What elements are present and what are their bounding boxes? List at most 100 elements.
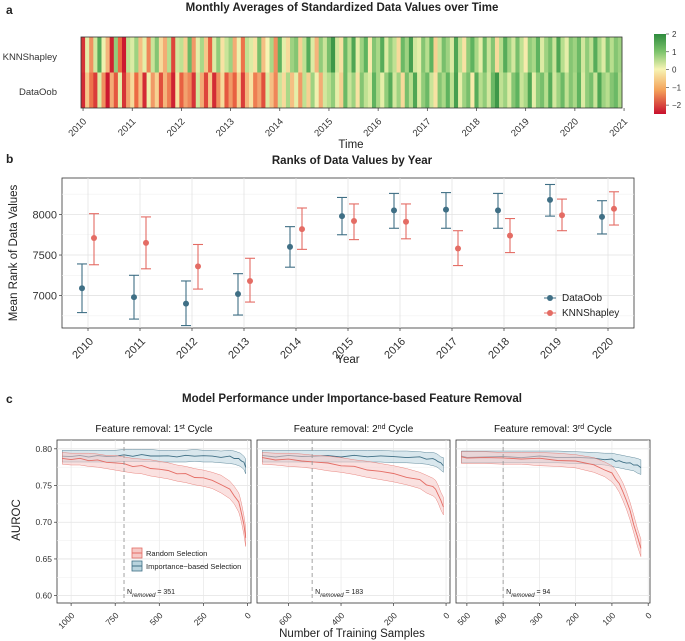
heatmap-cell	[523, 37, 529, 73]
heatmap-cell	[261, 72, 266, 108]
facet-x-tick-label: 100	[600, 610, 617, 627]
heatmap-cell	[412, 72, 418, 108]
heatmap-cell	[351, 72, 356, 108]
auroc-title: Model Performance under Importance-based…	[182, 393, 522, 405]
heatmap-cell	[511, 37, 516, 73]
facet-x-tick-label: 200	[564, 610, 581, 627]
heatmap-cell	[613, 37, 619, 73]
heatmap-cell	[85, 37, 90, 73]
heatmap-cell	[158, 72, 164, 108]
random-series-band	[461, 451, 642, 557]
ranks-legend: DataOob KNNShapley	[544, 293, 619, 319]
heatmap-cell	[121, 72, 127, 108]
heatmap-cell	[310, 37, 316, 73]
heatmap-cell	[105, 72, 111, 108]
heatmap-cell	[531, 72, 537, 108]
heatmap-cell	[458, 37, 463, 73]
heatmap-cell	[523, 72, 529, 108]
heatmap-cell	[97, 72, 102, 108]
heatmap-cell	[376, 37, 381, 73]
facet-x-tick-label: 1000	[56, 610, 77, 631]
heatmap-cell	[609, 72, 615, 108]
heatmap-cell	[81, 72, 86, 108]
heatmap-cell	[335, 37, 340, 73]
heatmap-cell	[167, 72, 172, 108]
facet-x-tick-label: 0	[441, 610, 452, 621]
auroc-x-axis-label: Number of Training Samples	[279, 628, 425, 640]
heatmap-cell	[396, 37, 402, 73]
heatmap-cell	[244, 72, 250, 108]
heatmap-cell	[183, 37, 188, 73]
heatmap-cell	[326, 72, 332, 108]
heatmap-cell	[519, 37, 525, 73]
ranks-y-tick-label: 7000	[33, 291, 57, 303]
heatmap-cell	[179, 72, 184, 108]
heatmap-cell	[433, 37, 438, 73]
heatmap-cell	[429, 72, 434, 108]
heatmap-x-axis-label: Time	[338, 139, 363, 151]
ranks-point-knnshapley	[507, 232, 513, 239]
heatmap-cell	[540, 72, 545, 108]
heatmap-cell	[253, 37, 258, 73]
heatmap-cell	[158, 37, 164, 73]
heatmap-cell	[376, 72, 381, 108]
heatmap-cell	[240, 37, 246, 73]
heatmap-cell	[453, 37, 459, 73]
auroc-facet: Feature removal: 2nd Cycle Nremoved = 183…	[256, 424, 452, 627]
legend-label-knnshapley: KNNShapley	[562, 308, 619, 319]
auroc-facet: Feature removal: 1st Cycle Nremoved = 351…	[56, 424, 253, 631]
heatmap-cell	[597, 72, 602, 108]
heatmap-cell	[371, 72, 377, 108]
heatmap-cell	[142, 72, 147, 108]
heatmap-cell	[581, 72, 586, 108]
heatmap-cell	[601, 37, 607, 73]
heatmap-cell	[306, 72, 311, 108]
heatmap-cell	[298, 72, 303, 108]
ranks-point-knnshapley	[559, 212, 565, 219]
heatmap-cell	[191, 37, 197, 73]
heatmap-cell	[494, 72, 500, 108]
heatmap-cell	[359, 37, 365, 73]
ranks-point-dataoob	[339, 213, 345, 220]
auroc-y-tick-label: 0.70	[35, 517, 52, 527]
heatmap-cell	[306, 37, 311, 73]
heatmap-cell	[195, 37, 201, 73]
heatmap-cell	[220, 37, 225, 73]
heatmap-cell	[126, 72, 131, 108]
heatmap-x-tick-label: 2014	[263, 116, 286, 139]
heatmap-cell	[544, 37, 549, 73]
heatmap-cell	[134, 72, 139, 108]
facet-x-tick-label: 400	[491, 610, 508, 627]
ranks-point-dataoob	[391, 207, 397, 214]
heatmap-cell	[347, 37, 352, 73]
heatmap-cell	[150, 37, 156, 73]
heatmap-cell	[183, 72, 188, 108]
heatmap-cell	[572, 72, 578, 108]
heatmap-cell	[507, 37, 512, 73]
heatmap-cell	[232, 72, 238, 108]
heatmap-cell	[453, 72, 459, 108]
heatmap-cell	[134, 37, 139, 73]
heatmap-cell	[212, 72, 217, 108]
heatmap-cell	[535, 37, 541, 73]
heatmap-cell	[441, 37, 447, 73]
heatmap-cell	[343, 72, 348, 108]
legend-label-dataoob: DataOob	[562, 293, 602, 304]
ranks-x-tick-label: 2011	[123, 336, 148, 361]
heatmap-cell	[212, 37, 217, 73]
heatmap-cell	[277, 72, 283, 108]
heatmap-cell	[257, 37, 262, 73]
legend-label-random: Random Selection	[146, 549, 207, 558]
heatmap-cell	[244, 37, 250, 73]
heatmap-cell	[494, 37, 500, 73]
heatmap-cell	[318, 72, 324, 108]
heatmap-cell	[93, 72, 98, 108]
heatmap-cell	[281, 37, 287, 73]
heatmap-cell	[466, 37, 471, 73]
heatmap-cell	[117, 37, 123, 73]
heatmap-cell	[486, 72, 492, 108]
heatmap-cell	[535, 72, 541, 108]
heatmap-frame	[80, 36, 623, 109]
heatmap-cell	[228, 37, 234, 73]
heatmap-cell	[499, 37, 504, 73]
